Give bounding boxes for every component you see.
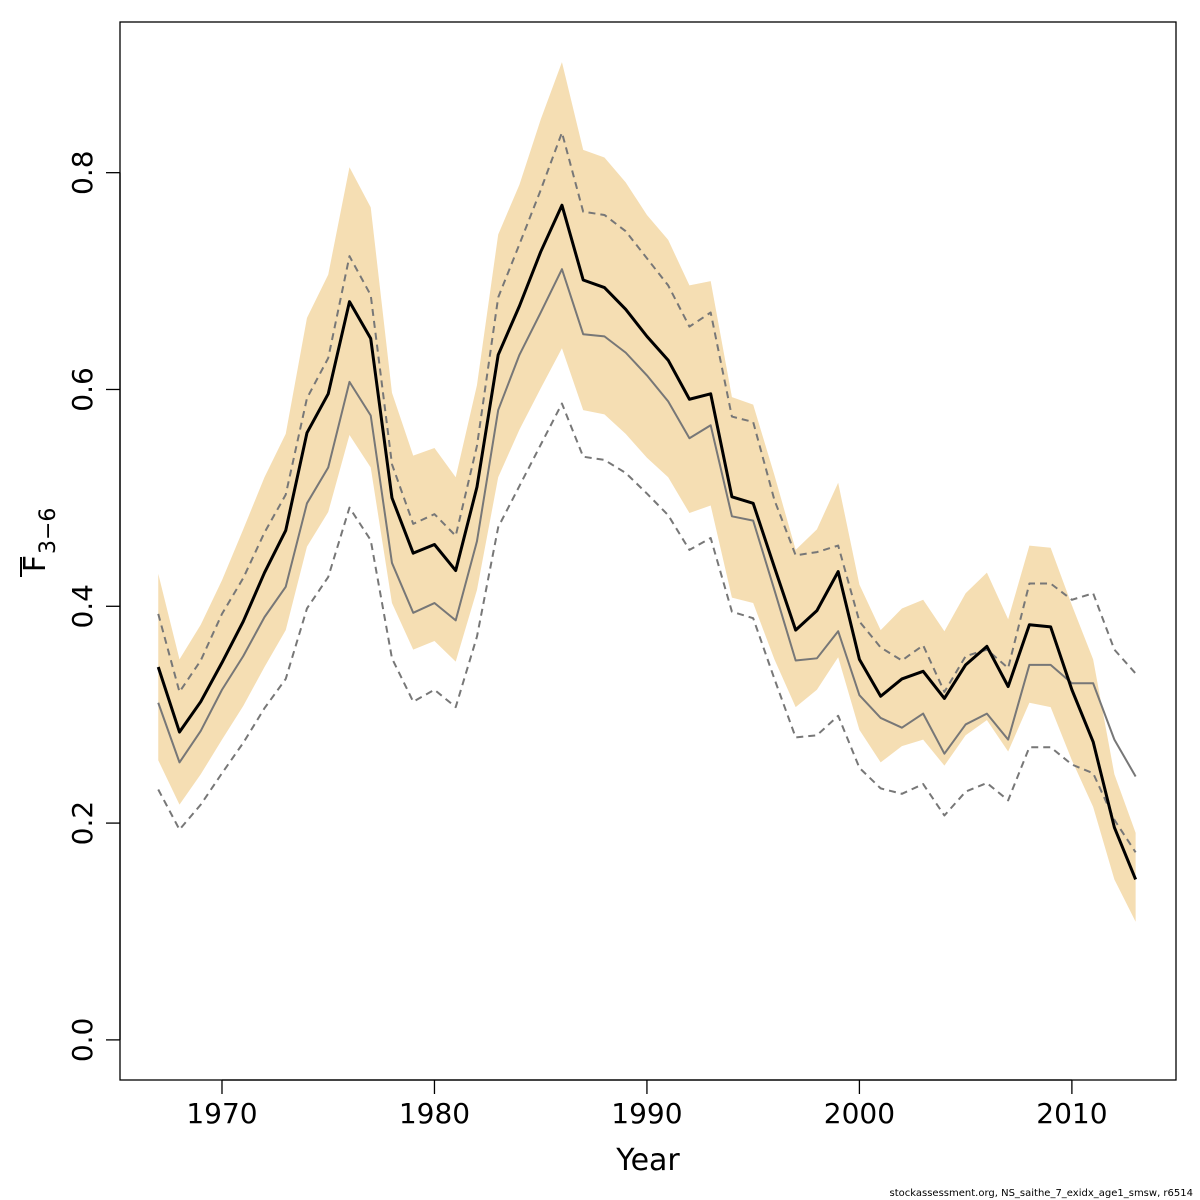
y-tick-label: 0.8 (66, 150, 99, 195)
x-tick-label: 1970 (186, 1097, 257, 1130)
y-tick-label: 0.6 (66, 367, 99, 412)
series-line (157, 131, 1137, 693)
x-tick-label: 1980 (399, 1097, 470, 1130)
confidence-band (158, 62, 1136, 922)
x-tick-label: 2010 (1036, 1097, 1107, 1130)
plot-area (156, 62, 1138, 922)
y-axis-title-subscript: 3−6 (36, 508, 61, 554)
y-tick-label: 0.0 (66, 1018, 99, 1063)
y-axis-title-group: F 3−6 (18, 508, 61, 577)
x-tick-label: 1990 (611, 1097, 682, 1130)
series-line (156, 203, 1138, 881)
x-axis-title: Year (615, 1143, 680, 1178)
y-axis-title: F (18, 555, 53, 572)
series-line (157, 268, 1137, 777)
y-tick-label: 0.4 (66, 584, 99, 629)
x-tick-label: 2000 (824, 1097, 895, 1130)
y-tick-label: 0.2 (66, 801, 99, 846)
series-line (157, 402, 1137, 853)
footer-note: stockassessment.org, NS_saithe_7_exidx_a… (890, 1188, 1193, 1199)
